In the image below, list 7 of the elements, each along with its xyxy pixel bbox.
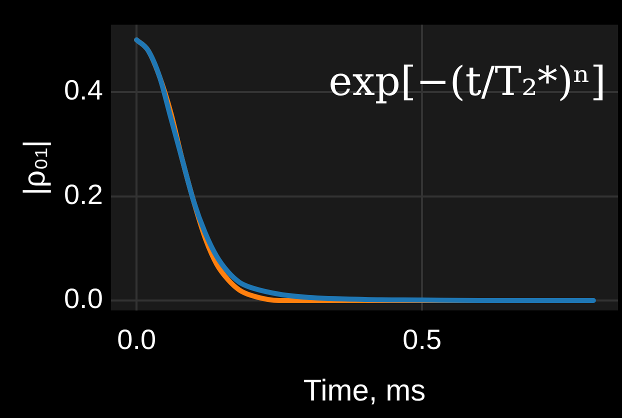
y-tick-label: 0.0 [64,283,103,314]
x-axis-title: Time, ms [303,374,426,408]
y-tick-label: 0.4 [64,74,103,106]
y-tick-label: 0.2 [64,178,103,210]
y-axis-title: |ρ₀₁| [18,140,52,196]
x-tick-label: 0.5 [402,324,442,355]
annotation: exp[−(t/T₂*)ⁿ] [328,59,606,106]
